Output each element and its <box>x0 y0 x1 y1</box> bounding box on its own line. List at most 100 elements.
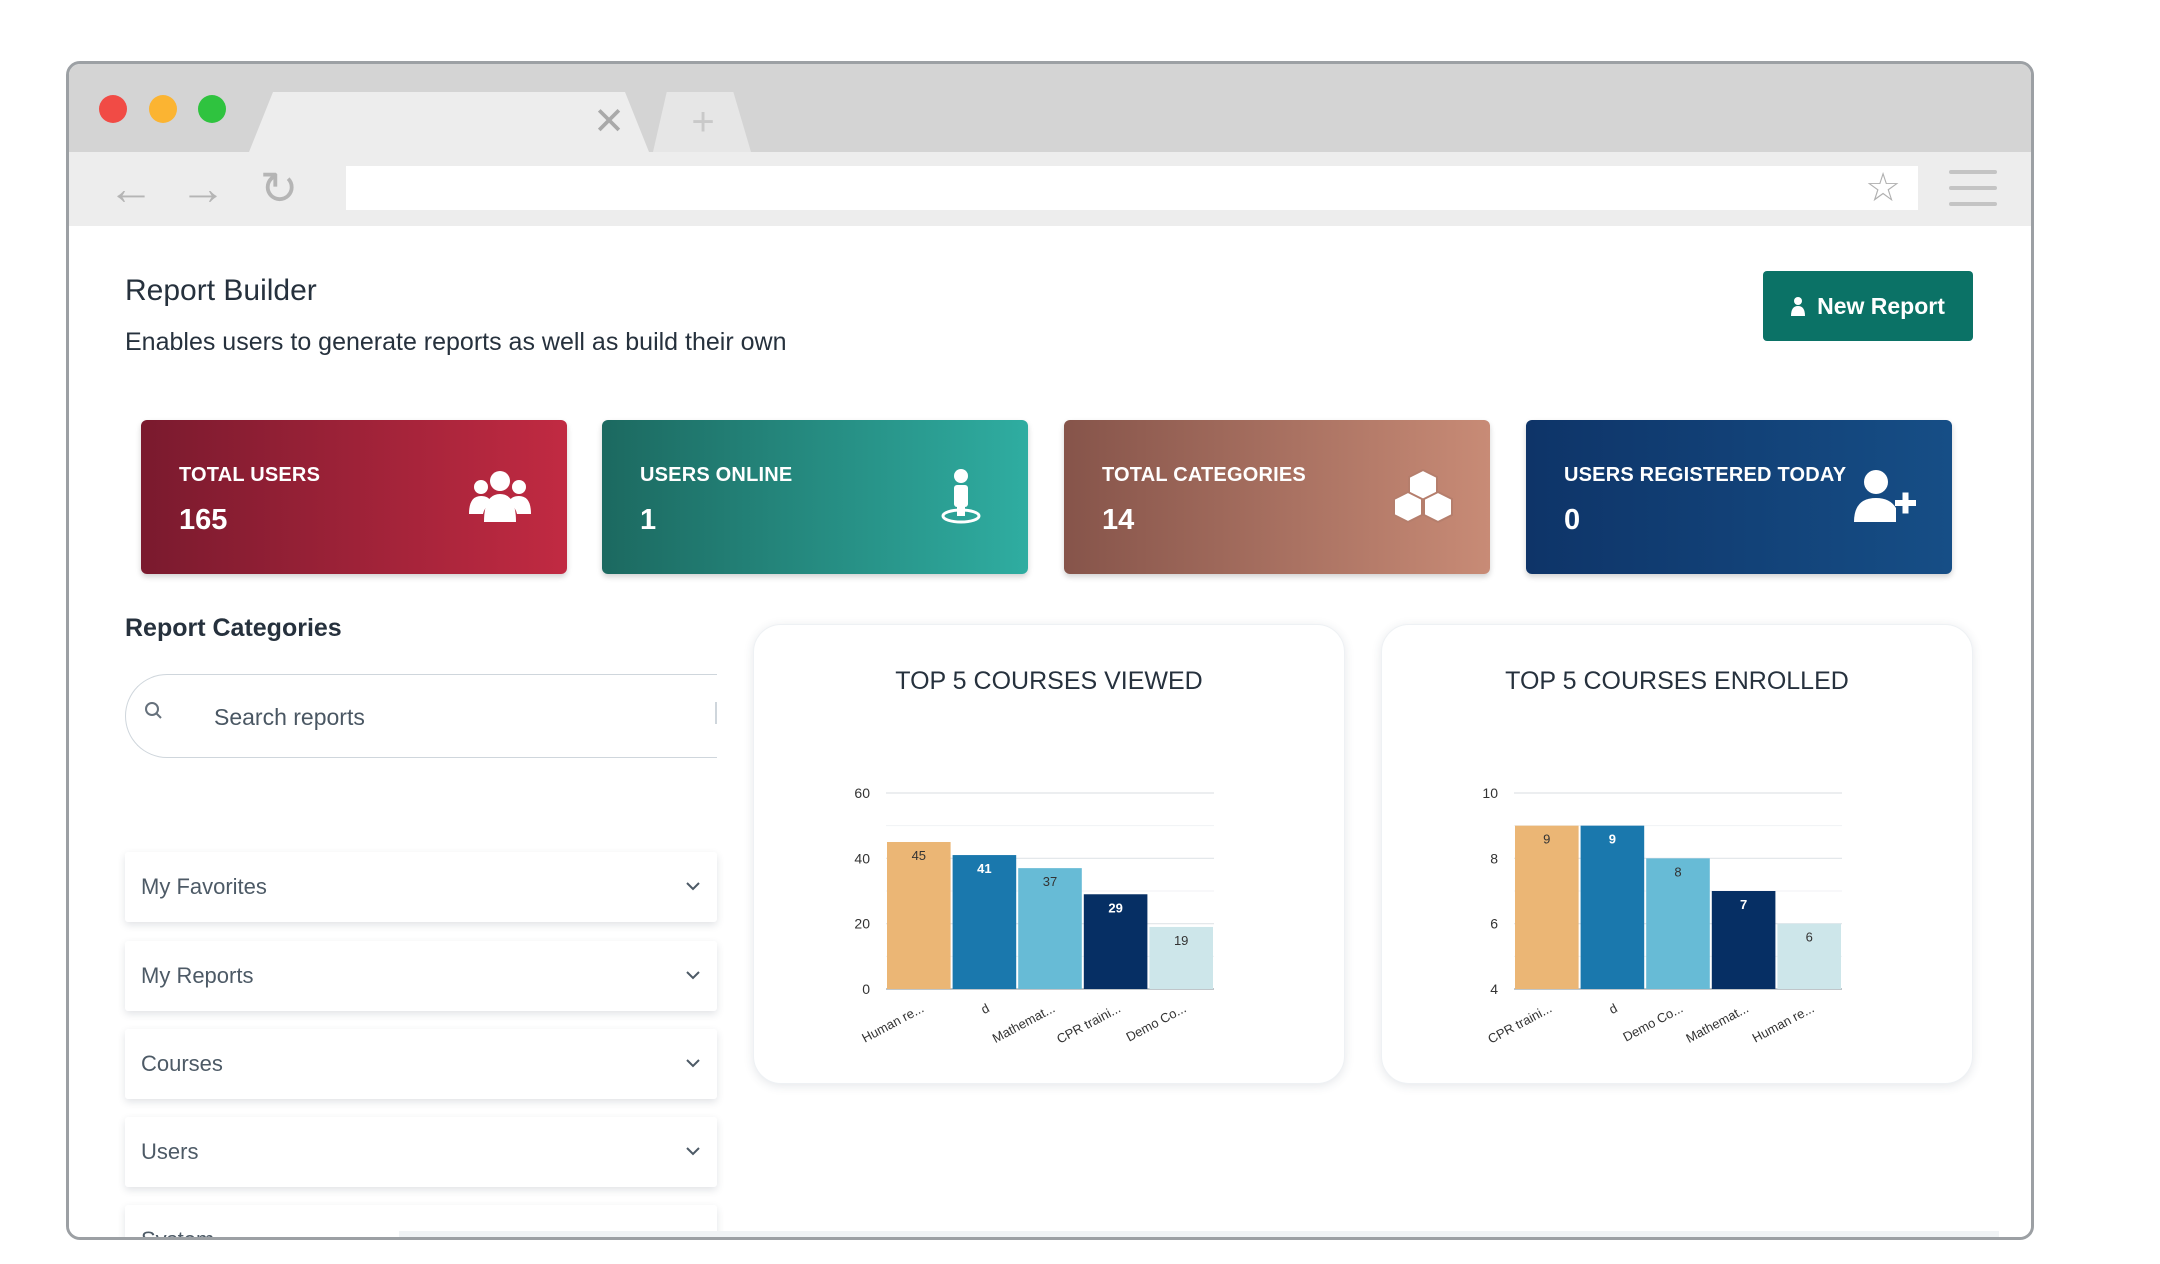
category-label: My Favorites <box>141 874 267 899</box>
stat-value: 0 <box>1564 504 1581 536</box>
y-tick-label: 4 <box>1490 981 1498 997</box>
chart-title: TOP 5 COURSES VIEWED <box>895 667 1203 695</box>
category-label: My Reports <box>141 963 254 988</box>
y-tick-label: 10 <box>1482 785 1498 801</box>
close-tab-icon[interactable]: ✕ <box>593 101 625 143</box>
category-my-reports[interactable]: My Reports <box>125 941 717 1011</box>
users-icon <box>469 471 531 522</box>
y-tick-label: 6 <box>1490 916 1498 932</box>
x-tick-label: Human re... <box>859 1000 926 1045</box>
category-my-favorites[interactable]: My Favorites <box>125 852 717 922</box>
user-online-icon <box>941 469 981 524</box>
bar[interactable] <box>1711 891 1776 989</box>
back-arrow-icon[interactable]: ← <box>108 162 154 214</box>
bar[interactable] <box>1018 868 1082 989</box>
category-label: Users <box>141 1139 199 1164</box>
chevron-down-icon <box>686 1059 700 1068</box>
x-tick-label: Demo Co... <box>1124 1000 1189 1044</box>
bar[interactable] <box>1515 825 1579 989</box>
forward-arrow-icon[interactable]: → <box>180 162 226 214</box>
bar[interactable] <box>887 842 951 989</box>
x-tick-label: CPR traini... <box>1054 1000 1123 1046</box>
page-subtitle: Enables users to generate reports as wel… <box>125 328 787 356</box>
chevron-down-icon <box>686 882 700 891</box>
browser-titlebar: ✕ + <box>69 64 2031 152</box>
bar-chart-top-courses-enrolled: 4 6 8 10 9 CPR traini... 9 d 8 Demo Co... 7 Mathema… <box>1482 785 1842 1047</box>
cubes-icon <box>1393 468 1453 524</box>
maximize-window-button[interactable] <box>198 95 226 123</box>
bar[interactable] <box>1777 923 1841 989</box>
y-tick-label: 60 <box>854 785 870 801</box>
reload-icon[interactable]: ↻ <box>259 162 299 214</box>
browser-menu-icon[interactable] <box>1949 170 1997 206</box>
search-input[interactable] <box>214 697 674 737</box>
browser-tab[interactable] <box>249 92 649 152</box>
bar[interactable] <box>952 855 1017 989</box>
bar-chart-top-courses-viewed: 0 20 40 60 45 Human re... 41 d 37 Mathemat... 29 CP… <box>854 785 1214 1047</box>
x-tick-label: CPR traini... <box>1485 1000 1554 1046</box>
user-icon <box>1791 297 1806 316</box>
bookmark-star-icon[interactable]: ☆ <box>1865 166 1901 210</box>
bar-value-label: 9 <box>1543 832 1550 847</box>
y-tick-label: 40 <box>854 850 870 866</box>
address-bar[interactable] <box>346 166 1918 210</box>
chart-title: TOP 5 COURSES ENROLLED <box>1505 667 1849 695</box>
chart-card-top-courses-viewed: TOP 5 COURSES VIEWED 0 20 40 60 45 Human re..… <box>753 624 1345 1084</box>
new-report-button[interactable]: New Report <box>1763 271 1973 341</box>
x-tick-label: d <box>978 1000 991 1017</box>
category-users[interactable]: Users <box>125 1117 717 1187</box>
category-courses[interactable]: Courses <box>125 1029 717 1099</box>
chart-card-top-courses-enrolled: TOP 5 COURSES ENROLLED 4 6 8 10 9 CPR traini.… <box>1381 624 1973 1084</box>
report-categories-title: Report Categories <box>125 614 342 642</box>
search-divider <box>715 702 717 724</box>
stat-value: 165 <box>179 504 228 536</box>
bar-value-label: 37 <box>1043 874 1057 889</box>
user-plus-icon <box>1854 470 1916 522</box>
stat-label: USERS ONLINE <box>640 464 793 486</box>
y-tick-label: 20 <box>854 916 870 932</box>
page-bottom-strip <box>399 1231 1999 1237</box>
bar[interactable] <box>1083 894 1148 989</box>
category-label: System <box>141 1227 215 1240</box>
stat-card-total-users: TOTAL USERS 165 <box>141 420 567 574</box>
y-tick-label: 0 <box>862 981 870 997</box>
bar-value-label: 19 <box>1174 933 1188 948</box>
x-tick-label: Mathemat... <box>1683 1000 1751 1045</box>
stat-value: 1 <box>640 504 657 536</box>
browser-window: ✕ + ← → ↻ ☆ Report Builder Enables users… <box>66 61 2034 1240</box>
search-icon <box>145 702 162 719</box>
bar-value-label: 9 <box>1609 832 1616 847</box>
page-title: Report Builder <box>125 274 317 307</box>
new-tab-button[interactable] <box>653 92 751 152</box>
bar-value-label: 6 <box>1806 930 1813 945</box>
search-box <box>125 674 717 758</box>
stat-label: TOTAL USERS <box>179 464 321 486</box>
stat-card-total-categories: TOTAL CATEGORIES 14 <box>1064 420 1490 574</box>
stat-label: USERS REGISTERED TODAY <box>1564 464 1847 486</box>
stat-value: 14 <box>1102 504 1135 536</box>
stat-card-users-registered-today: USERS REGISTERED TODAY 0 <box>1526 420 1952 574</box>
bar-value-label: 7 <box>1740 897 1747 912</box>
minimize-window-button[interactable] <box>149 95 177 123</box>
stat-label: TOTAL CATEGORIES <box>1102 464 1306 486</box>
plus-icon: + <box>691 100 715 144</box>
bar[interactable] <box>1580 825 1645 989</box>
page-content: Report Builder Enables users to generate… <box>69 226 2031 1240</box>
x-tick-label: Mathemat... <box>990 1000 1058 1045</box>
bar-value-label: 45 <box>912 848 926 863</box>
chevron-down-icon <box>686 1147 700 1156</box>
bar-value-label: 8 <box>1674 864 1681 879</box>
close-window-button[interactable] <box>99 95 127 123</box>
category-label: Courses <box>141 1051 223 1076</box>
y-tick-label: 8 <box>1490 850 1498 866</box>
bar[interactable] <box>1646 858 1710 989</box>
bar-value-label: 29 <box>1108 900 1122 915</box>
stat-card-users-online: USERS ONLINE 1 <box>602 420 1028 574</box>
bar[interactable] <box>1149 926 1213 989</box>
browser-toolbar: ← → ↻ ☆ <box>69 152 2031 226</box>
x-tick-label: Demo Co... <box>1620 1000 1685 1044</box>
chevron-down-icon <box>686 971 700 980</box>
x-tick-label: d <box>1606 1000 1619 1017</box>
bar-value-label: 41 <box>977 861 991 876</box>
new-report-label: New Report <box>1817 292 1945 319</box>
